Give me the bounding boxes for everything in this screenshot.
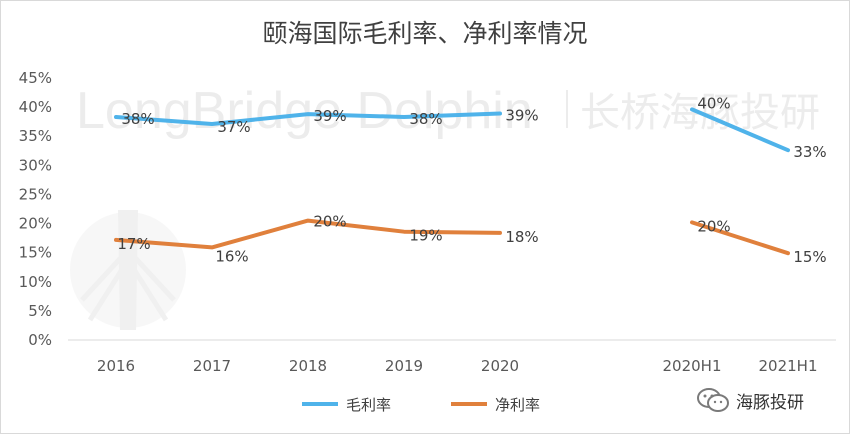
legend-label-gross: 毛利率 [346, 396, 391, 414]
data-label: 40% [697, 94, 730, 112]
legend: 毛利率 净利率 [302, 396, 540, 414]
watermark-text-en: LongBridge Dolphin [76, 82, 533, 140]
data-label: 39% [313, 107, 346, 125]
y-tick-label: 5% [28, 302, 52, 320]
data-label: 17% [117, 235, 150, 253]
x-tick-label: 2019 [385, 357, 423, 375]
y-tick-label: 10% [19, 273, 52, 291]
data-label: 39% [505, 107, 538, 125]
y-tick-label: 45% [19, 69, 52, 87]
data-label: 20% [697, 217, 730, 235]
series-line-0 [114, 111, 502, 126]
wechat-badge: 海豚投研 [696, 384, 804, 416]
axes: 0% 5% 10% 15% 20% 25% 30% 35% 40% 45% 2016 2017 2018… [19, 69, 836, 375]
data-label: 19% [409, 227, 442, 245]
data-label: 38% [409, 110, 442, 128]
y-tick-label: 15% [19, 244, 52, 262]
x-tick-label: 2020H1 [663, 357, 722, 375]
series-line-1 [114, 218, 502, 250]
data-label: 33% [793, 143, 826, 161]
data-label: 38% [121, 110, 154, 128]
wechat-icon [697, 388, 729, 412]
y-tick-label: 35% [19, 127, 52, 145]
x-tick-label: 2020 [481, 357, 519, 375]
chart-title: 颐海国际毛利率、净利率情况 [262, 19, 588, 48]
badge-label: 海豚投研 [736, 392, 804, 413]
data-label: 20% [313, 213, 346, 231]
data-label: 18% [505, 228, 538, 246]
y-tick-label: 30% [19, 156, 52, 174]
y-tick-label: 0% [28, 331, 52, 349]
x-tick-label: 2017 [193, 357, 231, 375]
plot-area: 38% 37% 39% 38% 39% 40% 33% 17% 16% 20% 19% 18% 20% 1… [114, 94, 827, 266]
x-tick-label: 2018 [289, 357, 327, 375]
x-tick-label: 2021H1 [759, 357, 818, 375]
data-label: 15% [793, 248, 826, 266]
watermark-logo [70, 210, 186, 330]
data-label: 16% [215, 247, 248, 265]
legend-label-net: 净利率 [495, 396, 540, 414]
series-line-0 [690, 107, 790, 153]
y-tick-label: 25% [19, 185, 52, 203]
x-tick-label: 2016 [97, 357, 135, 375]
data-label: 37% [217, 118, 250, 136]
y-tick-label: 20% [19, 215, 52, 233]
y-tick-label: 40% [19, 98, 52, 116]
watermark: LongBridge Dolphin 长桥海豚投研 [70, 82, 820, 330]
series-line-1 [690, 220, 790, 256]
